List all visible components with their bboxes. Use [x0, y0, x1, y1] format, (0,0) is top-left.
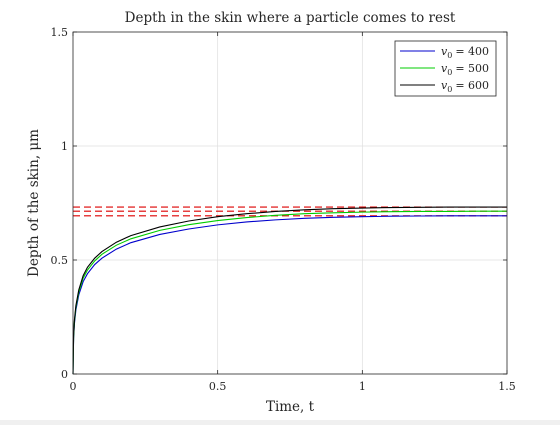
chart-title: Depth in the skin where a particle comes… — [125, 10, 456, 26]
x-tick-label: 1.5 — [498, 380, 516, 393]
y-tick-label: 0 — [61, 368, 68, 381]
y-tick-label: 1.5 — [51, 26, 69, 39]
y-tick-label: 1 — [61, 140, 68, 153]
x-tick-label: 1 — [359, 380, 366, 393]
y-axis-label: Depth of the skin, μm — [26, 129, 42, 277]
x-tick-label: 0 — [70, 380, 77, 393]
x-axis-label: Time, t — [266, 399, 315, 415]
x-tick-label: 0.5 — [209, 380, 227, 393]
y-tick-label: 0.5 — [51, 254, 69, 267]
